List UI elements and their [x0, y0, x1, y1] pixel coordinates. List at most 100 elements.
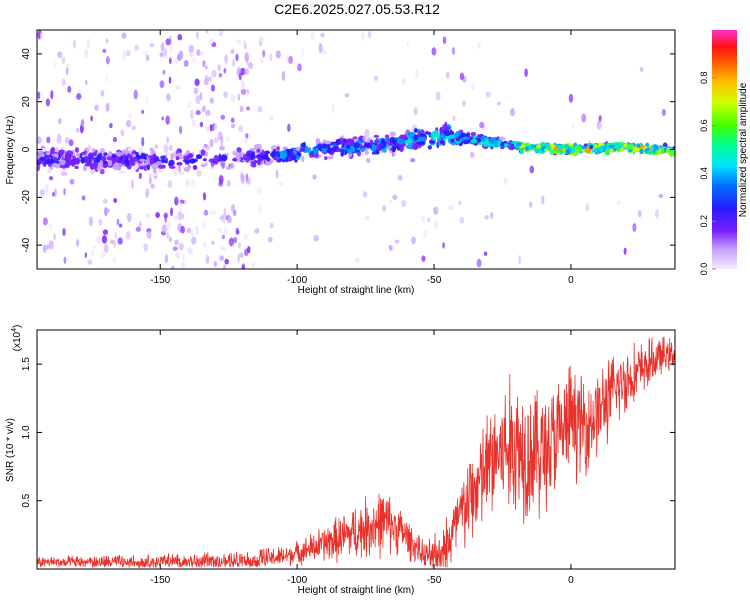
heat-cell	[519, 147, 524, 155]
heat-cell	[384, 137, 388, 142]
heat-cell	[406, 41, 409, 48]
heat-cell	[388, 244, 393, 250]
heat-cell	[102, 229, 109, 235]
colorbar-tick-label: 0.0	[699, 263, 709, 276]
heat-cell	[585, 203, 589, 212]
heat-cell	[312, 174, 317, 180]
heat-cell	[91, 249, 94, 257]
spectrogram-x-tick-label: -100	[287, 275, 307, 286]
heat-cell	[456, 131, 462, 135]
heat-cell	[115, 156, 120, 163]
heat-cell	[632, 222, 637, 232]
heat-cell	[199, 121, 204, 128]
spectrogram-y-label: Frequency (Hz)	[5, 116, 16, 185]
heat-cell	[650, 144, 655, 152]
heat-cell	[183, 60, 189, 68]
heat-cell	[470, 138, 478, 144]
heat-cell	[157, 168, 163, 173]
heat-cell	[244, 51, 249, 62]
heat-cell	[183, 155, 190, 161]
heat-cell	[577, 145, 583, 152]
heat-cell	[211, 69, 217, 78]
heat-cell	[166, 221, 172, 229]
heat-cell	[443, 130, 451, 136]
heat-cell	[469, 151, 475, 158]
heat-cell	[439, 140, 444, 144]
heat-cell	[334, 145, 339, 149]
heat-cell	[373, 75, 379, 82]
heat-cell	[340, 150, 344, 157]
heat-cell	[108, 151, 113, 157]
heat-cell	[624, 145, 631, 150]
heat-cell	[245, 176, 251, 185]
heat-cell	[98, 218, 103, 226]
heat-cell	[422, 136, 426, 140]
heat-cell	[148, 172, 153, 178]
heat-cell	[257, 105, 263, 113]
heat-cell	[361, 31, 365, 41]
heat-cell	[80, 156, 86, 164]
heat-cell	[520, 144, 526, 149]
heat-cell	[530, 144, 537, 148]
heat-cell	[153, 172, 159, 177]
heat-cell	[219, 255, 224, 262]
heat-cell	[174, 57, 179, 65]
snr-y-label: SNR (10 * v/v)	[5, 418, 16, 482]
heat-cell	[593, 144, 598, 148]
heat-cell	[490, 212, 494, 220]
heat-cell	[485, 91, 491, 98]
heat-cell	[435, 91, 441, 101]
heat-cell	[212, 208, 216, 215]
heat-cell	[256, 143, 262, 151]
heat-cell	[276, 146, 280, 151]
heat-cell	[168, 43, 174, 53]
heat-cell	[269, 222, 274, 229]
heat-cell	[244, 42, 247, 50]
heat-cell	[362, 191, 368, 198]
heat-cell	[211, 240, 215, 246]
heat-cell	[275, 144, 281, 148]
heat-cell	[500, 142, 505, 147]
heat-cell	[209, 124, 213, 132]
heat-cell	[672, 145, 675, 150]
heat-cell	[237, 241, 242, 249]
heat-cell	[54, 188, 57, 197]
heat-cell	[568, 143, 574, 148]
heat-cell	[220, 135, 224, 146]
heat-cell	[571, 122, 575, 130]
heat-cell	[166, 231, 170, 239]
heat-cell	[100, 90, 105, 97]
heat-cell	[187, 164, 192, 169]
heat-cell	[75, 152, 81, 158]
heat-cell	[439, 133, 445, 139]
heat-cell	[159, 52, 165, 58]
spectrogram-y-tick-label: 20	[21, 96, 32, 108]
heat-cell	[236, 39, 241, 46]
heat-cell	[624, 142, 628, 146]
heat-cell	[90, 115, 93, 122]
heat-cell	[56, 133, 62, 144]
heat-cell	[135, 226, 142, 232]
heat-cell	[178, 50, 184, 60]
heat-cell	[208, 158, 216, 163]
heat-cell	[431, 47, 437, 56]
heat-cell	[462, 136, 470, 141]
heat-cell	[116, 151, 122, 157]
heat-cell	[458, 200, 462, 206]
heat-cell	[598, 147, 605, 152]
heat-cell	[344, 93, 350, 98]
heat-cell	[418, 140, 426, 145]
heat-cell	[45, 150, 51, 156]
heat-cell	[163, 53, 169, 60]
heat-cell	[180, 225, 185, 234]
heat-cell	[637, 210, 642, 218]
heat-cell	[365, 215, 370, 221]
heat-cell	[41, 153, 45, 158]
heat-cell	[375, 138, 379, 144]
heat-cell	[665, 148, 670, 153]
heat-cell	[394, 239, 400, 244]
heat-cell	[636, 143, 641, 148]
colorbar-tick-label: 0.6	[699, 119, 709, 132]
colorbar-label: Normalized spectral amplitude	[738, 82, 749, 217]
heat-cell	[39, 189, 45, 196]
